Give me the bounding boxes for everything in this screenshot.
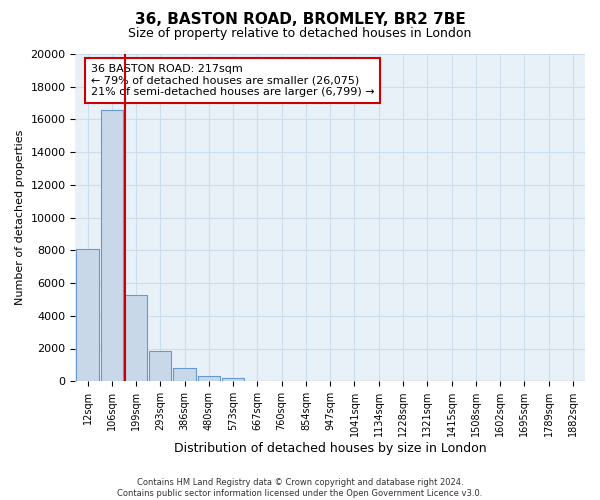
Text: Contains HM Land Registry data © Crown copyright and database right 2024.
Contai: Contains HM Land Registry data © Crown c… bbox=[118, 478, 482, 498]
Bar bbox=[76, 248, 98, 381]
Text: Size of property relative to detached houses in London: Size of property relative to detached ho… bbox=[128, 28, 472, 40]
Bar bbox=[101, 110, 123, 381]
Bar bbox=[173, 368, 196, 381]
Text: 36, BASTON ROAD, BROMLEY, BR2 7BE: 36, BASTON ROAD, BROMLEY, BR2 7BE bbox=[134, 12, 466, 28]
Bar bbox=[149, 351, 172, 381]
Bar bbox=[222, 378, 244, 381]
Bar bbox=[125, 294, 147, 381]
Bar bbox=[198, 376, 220, 381]
Text: 36 BASTON ROAD: 217sqm
← 79% of detached houses are smaller (26,075)
21% of semi: 36 BASTON ROAD: 217sqm ← 79% of detached… bbox=[91, 64, 374, 97]
X-axis label: Distribution of detached houses by size in London: Distribution of detached houses by size … bbox=[174, 442, 487, 455]
Y-axis label: Number of detached properties: Number of detached properties bbox=[15, 130, 25, 306]
